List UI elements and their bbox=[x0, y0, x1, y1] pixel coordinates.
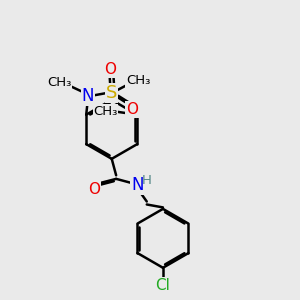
Text: S: S bbox=[106, 84, 118, 102]
Text: CH₃: CH₃ bbox=[47, 76, 71, 89]
Text: CH₃: CH₃ bbox=[93, 105, 118, 118]
Text: O: O bbox=[104, 62, 116, 77]
Text: O: O bbox=[126, 102, 138, 117]
Text: Cl: Cl bbox=[155, 278, 170, 293]
Text: N: N bbox=[131, 176, 144, 194]
Text: H: H bbox=[142, 174, 152, 187]
Text: CH₃: CH₃ bbox=[126, 74, 151, 87]
Text: O: O bbox=[88, 182, 100, 197]
Text: N: N bbox=[81, 87, 94, 105]
